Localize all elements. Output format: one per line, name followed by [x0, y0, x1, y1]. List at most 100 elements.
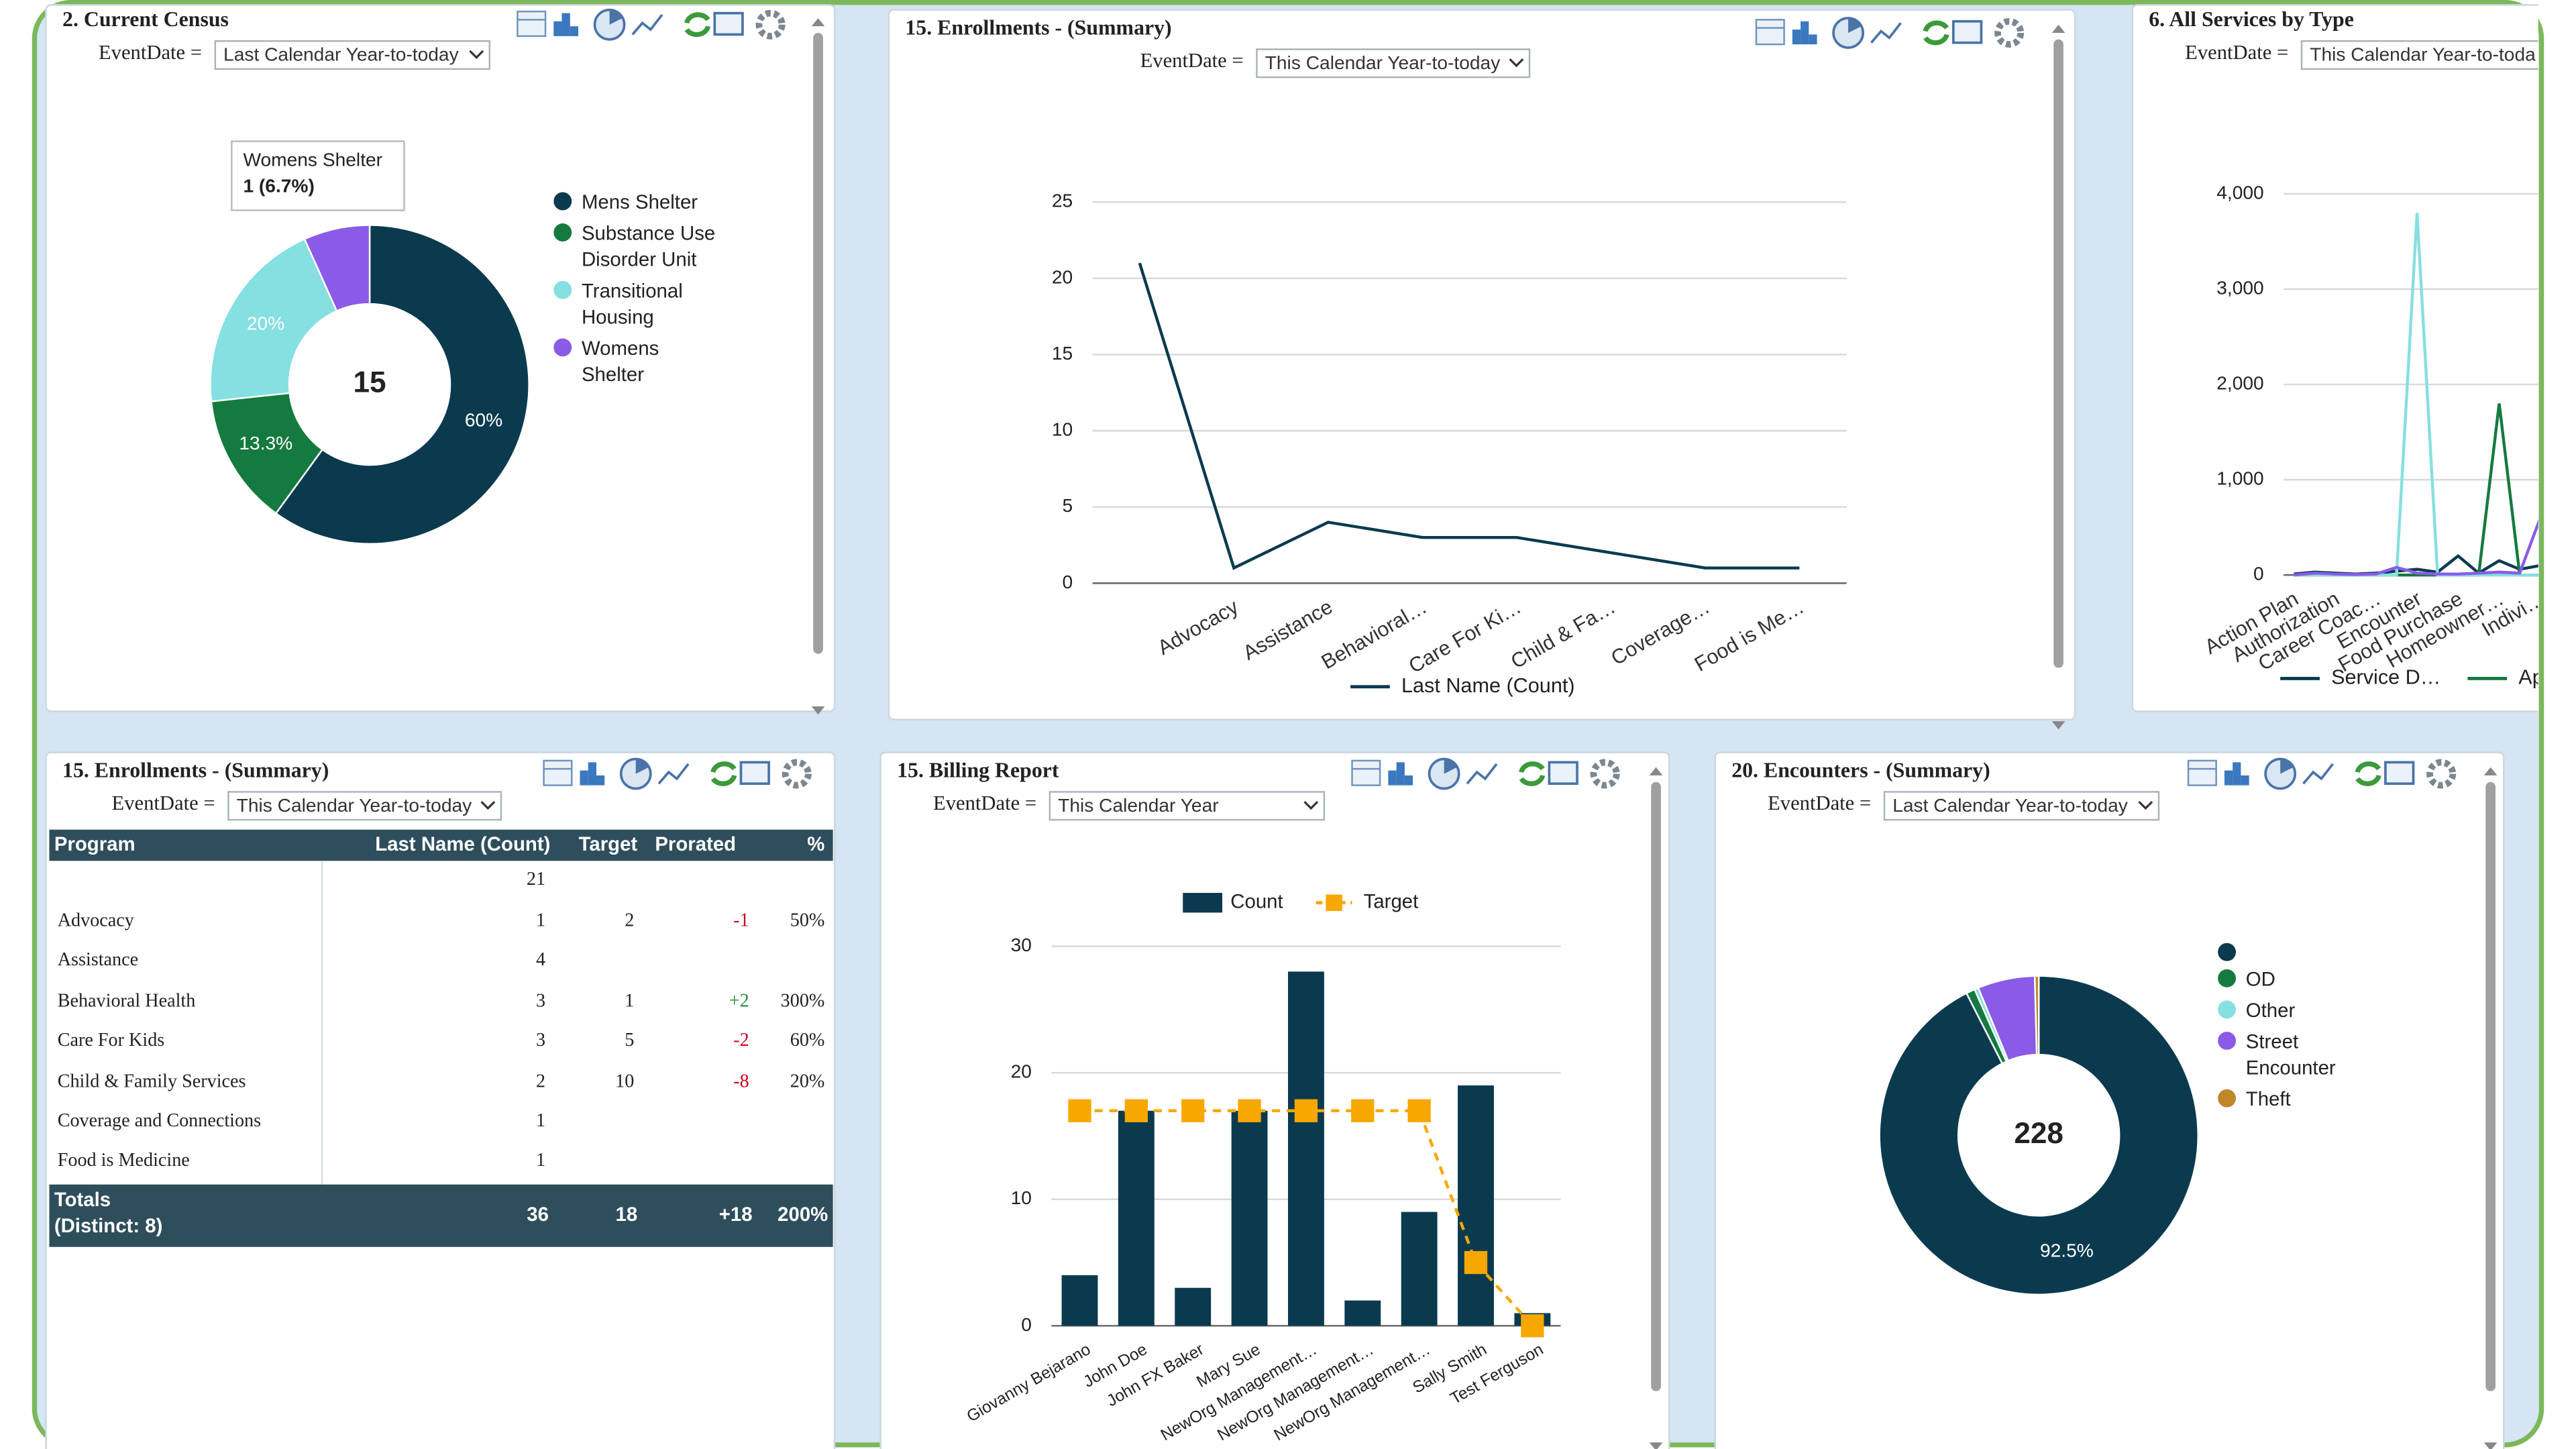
icon-gear[interactable] — [2426, 759, 2457, 789]
y-tick-label: 15 — [1052, 343, 1073, 364]
table-cell: 3 — [536, 990, 545, 1011]
table-cell: 2 — [536, 1071, 545, 1091]
icon-bar[interactable] — [1809, 34, 1817, 45]
icon-line[interactable] — [1870, 22, 1902, 44]
filter-value: This Calendar Year — [1058, 795, 1218, 816]
panel-clip: 6. All Services by Type EventDate = This C… — [2131, 4, 2576, 712]
icon-table[interactable] — [2187, 759, 2217, 786]
line-marker — [1124, 1099, 1148, 1122]
table-cell: 4 — [536, 949, 545, 970]
scrollbar-thumb[interactable] — [2053, 39, 2063, 668]
scroll-down[interactable] — [2051, 721, 2065, 730]
legend-label: Last Name (Count) — [1401, 674, 1575, 697]
scrollbar-thumb[interactable] — [1651, 782, 1661, 1391]
legend-swatch — [1183, 893, 1223, 913]
scroll-up[interactable] — [1649, 767, 1663, 775]
icon-bar[interactable] — [1801, 21, 1809, 45]
y-tick-label: 5 — [1063, 495, 1073, 516]
filter-select[interactable] — [1256, 48, 1531, 78]
icon-refresh[interactable] — [710, 761, 737, 786]
icon-bar[interactable] — [1388, 770, 1397, 786]
icon-bar[interactable] — [580, 770, 588, 786]
icon-bar[interactable] — [2224, 770, 2233, 786]
icon-bar[interactable] — [2241, 775, 2249, 786]
scrollbar-thumb[interactable] — [2485, 782, 2496, 1391]
y-tick-label: 1,000 — [2216, 468, 2263, 489]
icon-refresh[interactable] — [2355, 761, 2381, 786]
icon-bar[interactable] — [588, 762, 596, 786]
scroll-down[interactable] — [811, 706, 825, 715]
scrollbar-thumb[interactable] — [813, 32, 823, 654]
icon-window[interactable] — [1548, 761, 1578, 785]
filter-select[interactable] — [214, 40, 491, 70]
icon-gear[interactable] — [782, 759, 812, 789]
icon-table[interactable] — [1351, 759, 1381, 786]
select-chevron — [1509, 58, 1524, 68]
panel-title: 15. Billing Report — [897, 758, 1059, 782]
legend-swatch — [2218, 1031, 2237, 1050]
table-cell: Advocacy — [58, 910, 134, 930]
table-cell: -2 — [733, 1030, 749, 1051]
table-cell: -1 — [733, 910, 749, 930]
icon-line[interactable] — [657, 763, 690, 785]
table-cell: 10 — [615, 1071, 634, 1091]
icon-bar[interactable] — [596, 775, 605, 786]
icon-bar[interactable] — [570, 26, 579, 36]
filter-select[interactable] — [1049, 791, 1326, 821]
legend-box: OD Other Street Encounter Theft — [2218, 940, 2415, 1112]
table-cell: 21 — [527, 869, 545, 890]
legend-label: Mens Shelter — [581, 191, 698, 214]
icon-table[interactable] — [543, 759, 573, 786]
icon-bar[interactable] — [1396, 762, 1405, 786]
select-chevron — [1303, 800, 1319, 810]
icon-table[interactable] — [517, 10, 547, 38]
legend-entry: Street Encounter — [2218, 1028, 2415, 1081]
icon-refresh[interactable] — [1923, 20, 1949, 46]
icon-line[interactable] — [2302, 763, 2334, 785]
icon-bar[interactable] — [2233, 762, 2241, 786]
table-cell: 1 — [625, 990, 634, 1011]
line-marker — [1351, 1099, 1375, 1122]
select-chevron — [469, 50, 484, 59]
scroll-up[interactable] — [811, 17, 825, 27]
legend-entry: Substance Use Disorder Unit — [553, 220, 751, 272]
panel-group: 15. Billing Report EventDate = This Calend… — [879, 751, 1670, 1449]
icon-refresh[interactable] — [1519, 761, 1546, 786]
icon-line[interactable] — [1466, 763, 1498, 785]
scroll-up[interactable] — [2483, 767, 2498, 775]
filter-select[interactable] — [2300, 40, 2576, 70]
bar — [1175, 1287, 1212, 1326]
icon-refresh[interactable] — [684, 12, 711, 38]
legend-label: Womens Shelter — [581, 337, 659, 386]
icon-line[interactable] — [631, 13, 663, 36]
icon-gear[interactable] — [1590, 759, 1620, 789]
table-cell: 1 — [536, 1150, 545, 1171]
table-header — [49, 829, 833, 861]
icon-gear[interactable] — [1994, 17, 2025, 48]
filter-select[interactable] — [1883, 791, 2160, 821]
icon-window[interactable] — [2384, 761, 2415, 785]
icon-table[interactable] — [1755, 19, 1785, 46]
icon-bar[interactable] — [1404, 775, 1413, 786]
donut-center: 228 — [2014, 1117, 2063, 1150]
select-chevron — [480, 800, 496, 810]
icon-bar[interactable] — [553, 21, 562, 36]
table-cell: 1 — [536, 910, 545, 930]
icon-gear[interactable] — [755, 9, 786, 40]
icon-window[interactable] — [1952, 19, 1983, 44]
filter-select[interactable] — [227, 791, 502, 821]
icon-window[interactable] — [713, 11, 744, 36]
legend-swatch — [2218, 943, 2237, 961]
icon-bar[interactable] — [1792, 30, 1801, 45]
select-chevron — [2138, 800, 2153, 810]
scroll-down[interactable] — [1649, 1442, 1663, 1449]
icon-window[interactable] — [739, 761, 770, 785]
icon-bar[interactable] — [561, 13, 570, 36]
totals-cell: 18 — [616, 1203, 638, 1226]
scroll-down[interactable] — [2483, 1442, 2498, 1449]
line-marker — [1407, 1099, 1431, 1122]
legend-swatch — [2218, 969, 2237, 987]
scroll-up[interactable] — [2051, 24, 2065, 33]
column-header: Last Name (Count) — [375, 833, 550, 855]
legend-label: Ap… — [2518, 666, 2564, 689]
